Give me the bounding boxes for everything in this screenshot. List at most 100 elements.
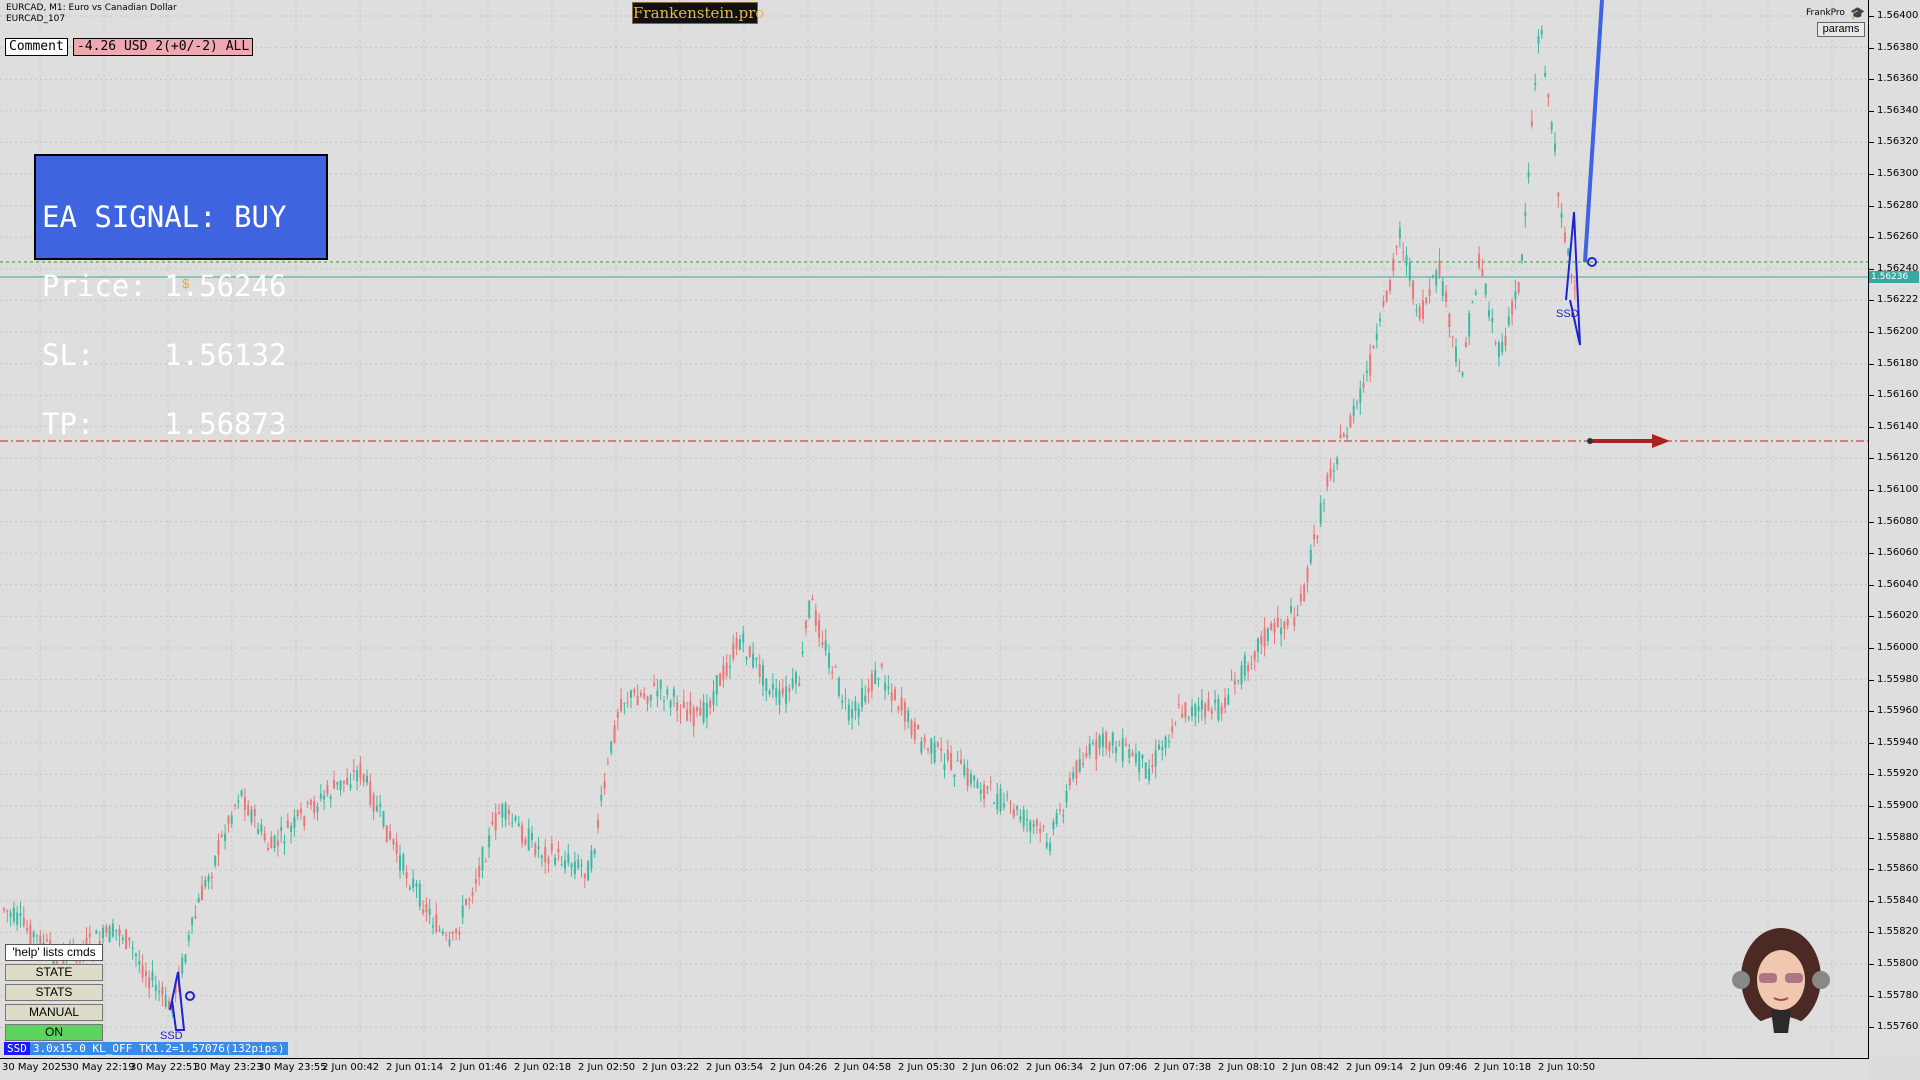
candle-body [633, 689, 636, 693]
candle-body [240, 790, 243, 796]
time-tick: 2 Jun 01:14 [386, 1062, 444, 1073]
candle-body [821, 642, 824, 646]
candle-body [1184, 702, 1187, 717]
candle-body [1547, 94, 1550, 98]
candle-body [943, 764, 946, 771]
ssd-zigzag-left [169, 971, 186, 1031]
time-tick: 2 Jun 03:22 [642, 1062, 700, 1073]
candle-body [1412, 280, 1415, 300]
candle-body [567, 853, 570, 863]
candle-body [778, 689, 781, 705]
candle-body [570, 863, 573, 868]
price-tick: 1.55920 [1868, 768, 1919, 780]
candle-body [26, 927, 29, 932]
candle-body [1118, 745, 1121, 747]
candle-body [128, 937, 131, 941]
price-axis[interactable]: 1.56400 1.56380 1.56360 1.56340 1.56320 1.563… [1868, 0, 1920, 1058]
time-axis[interactable]: 30 May 2025 30 May 22:19 30 May 22:51 30 Ma… [0, 1059, 1868, 1080]
candle-body [1517, 282, 1520, 293]
candle-body [1497, 342, 1500, 357]
brand-logo[interactable]: Frankenstein.pro [632, 2, 765, 24]
candle-body [1415, 309, 1418, 312]
candle-body [342, 780, 345, 784]
params-button[interactable]: params [1817, 22, 1865, 37]
candle-body [319, 793, 322, 799]
candle-body [1049, 843, 1052, 852]
tp-projection-line [1583, 0, 1604, 263]
candle-body [771, 683, 774, 690]
candle-body [696, 707, 698, 712]
candle-body [39, 935, 42, 952]
candle-body [1398, 228, 1401, 239]
candle-body [874, 670, 877, 684]
candle-body [841, 700, 844, 704]
candle-body [524, 839, 527, 845]
stats-button[interactable]: STATS [5, 984, 103, 1001]
candle-body [616, 711, 619, 718]
candle-body [1573, 287, 1576, 289]
candle-body [1237, 679, 1240, 681]
candle-body [468, 899, 471, 901]
candle-body [722, 665, 725, 680]
candle-body [702, 701, 705, 723]
candle-body [9, 912, 12, 917]
candle-body [1022, 810, 1025, 827]
candle-body [45, 939, 48, 942]
candle-body [550, 843, 553, 851]
candle-body [639, 692, 642, 696]
candle-body [979, 790, 982, 794]
graduation-cap-icon[interactable]: 🎓 [1850, 6, 1865, 20]
candle-body [230, 815, 233, 824]
price-tick: 1.56100 [1868, 484, 1919, 495]
candle-body [1527, 172, 1530, 178]
candle-body [927, 748, 929, 750]
candle-body [1224, 697, 1226, 708]
comment-value: -4.26 USD 2(+0/-2) ALL [73, 38, 254, 56]
candle-body [1313, 534, 1316, 540]
candle-body [164, 994, 167, 1007]
candle-body [1286, 619, 1289, 626]
price-tick: 1.56060 [1868, 547, 1919, 559]
candle-body [933, 742, 936, 763]
candle-body [1458, 370, 1461, 372]
candle-body [1557, 192, 1560, 197]
on-toggle-button[interactable]: ON [5, 1024, 103, 1041]
candle-body [1138, 751, 1141, 773]
candle-body [890, 691, 893, 701]
candle-body [187, 935, 190, 941]
candle-body [903, 702, 906, 722]
chart-area[interactable]: EURCAD, M1: Euro vs Canadian Dollar EURC… [0, 0, 1869, 1059]
candle-body [1293, 617, 1296, 627]
candle-body [785, 686, 788, 704]
candle-body [260, 824, 263, 832]
candle-body [415, 883, 418, 888]
candle-body [1151, 765, 1154, 768]
candle-body [504, 803, 507, 820]
candle-body [422, 909, 425, 914]
candle-body [910, 720, 913, 736]
state-button[interactable]: STATE [5, 964, 103, 981]
candle-body [1303, 584, 1306, 601]
manual-button[interactable]: MANUAL [5, 1004, 103, 1021]
candle-body [1352, 405, 1355, 416]
candle-body [1105, 731, 1108, 748]
candle-body [1082, 762, 1085, 765]
candle-body [689, 700, 692, 715]
candle-body [1009, 802, 1012, 804]
candle-body [1243, 655, 1246, 676]
trade-arrow-head [1652, 434, 1670, 448]
time-tick: 2 Jun 02:18 [514, 1062, 572, 1073]
candle-body [1181, 713, 1184, 718]
candle-body [243, 796, 246, 810]
candle-body [237, 800, 240, 803]
candle-body [1092, 742, 1094, 744]
candle-body [1379, 318, 1382, 322]
candle-body [847, 704, 850, 721]
candle-body [1563, 232, 1566, 242]
status-text: 3.0x15.0 KL_OFF TK1.2=1.57076(132pips) [29, 1042, 288, 1055]
candle-body [1019, 816, 1022, 821]
candle-body [253, 808, 256, 817]
time-tick: 30 May 23:55 [258, 1062, 327, 1073]
candle-body [339, 780, 342, 790]
candle-body [1148, 768, 1151, 781]
